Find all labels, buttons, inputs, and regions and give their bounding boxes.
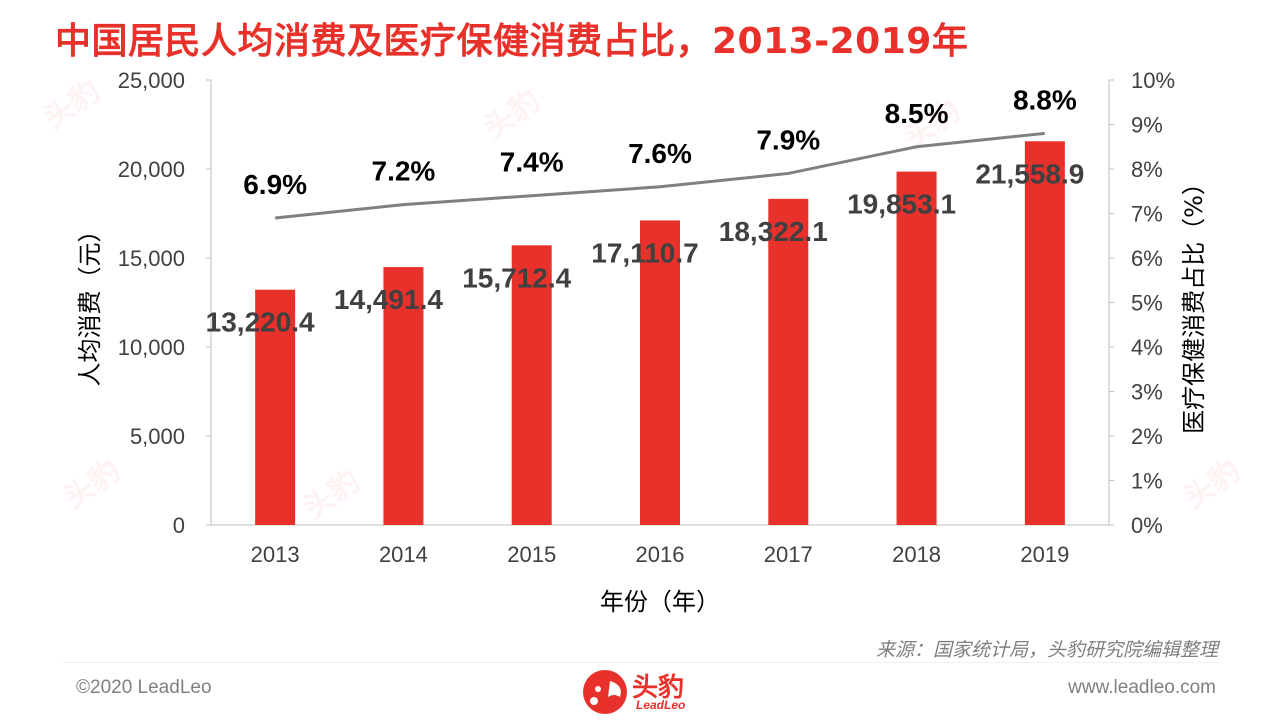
brand-name-cn: 头豹 [632,673,685,703]
website-link[interactable]: www.leadleo.com [1068,677,1216,698]
bar [255,289,296,525]
brand-logo[interactable]: 头豹 LeadLeo [580,665,720,720]
bar-data-label: 13,220.4 [206,307,315,338]
y-tick-label-right: 3% [1131,380,1163,405]
y-tick-label-left: 20,000 [118,157,185,182]
bar-data-label: 17,110.7 [591,237,698,268]
line-data-label: 7.9% [756,124,820,155]
y-tick-label-right: 10% [1131,68,1175,93]
y-axis-title-left: 人均消费（元） [76,219,104,387]
line-data-label: 7.4% [500,147,564,178]
y-tick-label-right: 1% [1131,469,1163,494]
bar [383,267,424,525]
footer-divider [62,662,1218,663]
x-tick-label: 2013 [251,542,300,567]
x-tick-label: 2014 [379,542,428,567]
y-tick-label-right: 0% [1131,513,1163,538]
x-tick-label: 2018 [892,542,941,567]
y-tick-label-left: 25,000 [118,68,185,93]
y-tick-label-left: 10,000 [118,335,185,360]
y-tick-label-right: 5% [1131,291,1163,316]
bar [511,245,552,525]
bar-data-label: 14,491.4 [334,284,443,315]
line-data-label: 7.2% [372,156,436,187]
y-tick-label-right: 9% [1131,113,1163,138]
line-data-label: 7.6% [628,138,692,169]
y-tick-label-right: 8% [1131,157,1163,182]
y-axis-title-right: 医疗保健消费占比（%） [1180,171,1208,434]
bar-data-label: 15,712.4 [462,262,571,293]
y-tick-label-right: 7% [1131,202,1163,227]
y-tick-label-left: 0 [173,513,185,538]
x-tick-label: 2019 [1020,542,1069,567]
x-tick-label: 2017 [764,542,813,567]
y-tick-label-left: 15,000 [118,246,185,271]
source-note: 来源：国家统计局，头豹研究院编辑整理 [875,639,1218,661]
bar-data-label: 21,558.9 [975,158,1084,189]
brand-name-en: LeadLeo [636,698,686,712]
line-series [274,131,1046,220]
bar [768,198,809,525]
page-title: 中国居民人均消费及医疗保健消费占比，2013-2019年 [55,21,969,62]
line-data-label: 8.8% [1013,84,1077,115]
line-data-label: 8.5% [885,98,949,129]
bar-data-label: 18,322.1 [719,216,828,247]
bar [896,171,937,526]
line-data-label: 6.9% [243,169,307,200]
x-tick-label: 2015 [507,542,556,567]
y-tick-label-right: 2% [1131,424,1163,449]
copyright: ©2020 LeadLeo [76,677,212,698]
y-tick-label-right: 6% [1131,246,1163,271]
bar [1024,141,1065,525]
leopard-logo-icon [583,670,627,714]
x-axis-title: 年份（年） [600,588,720,616]
bar [640,220,680,525]
x-tick-label: 2016 [636,542,685,567]
y-tick-label-left: 5,000 [130,424,185,449]
y-tick-label-right: 4% [1131,335,1163,360]
bar-data-label: 19,853.1 [847,189,956,220]
